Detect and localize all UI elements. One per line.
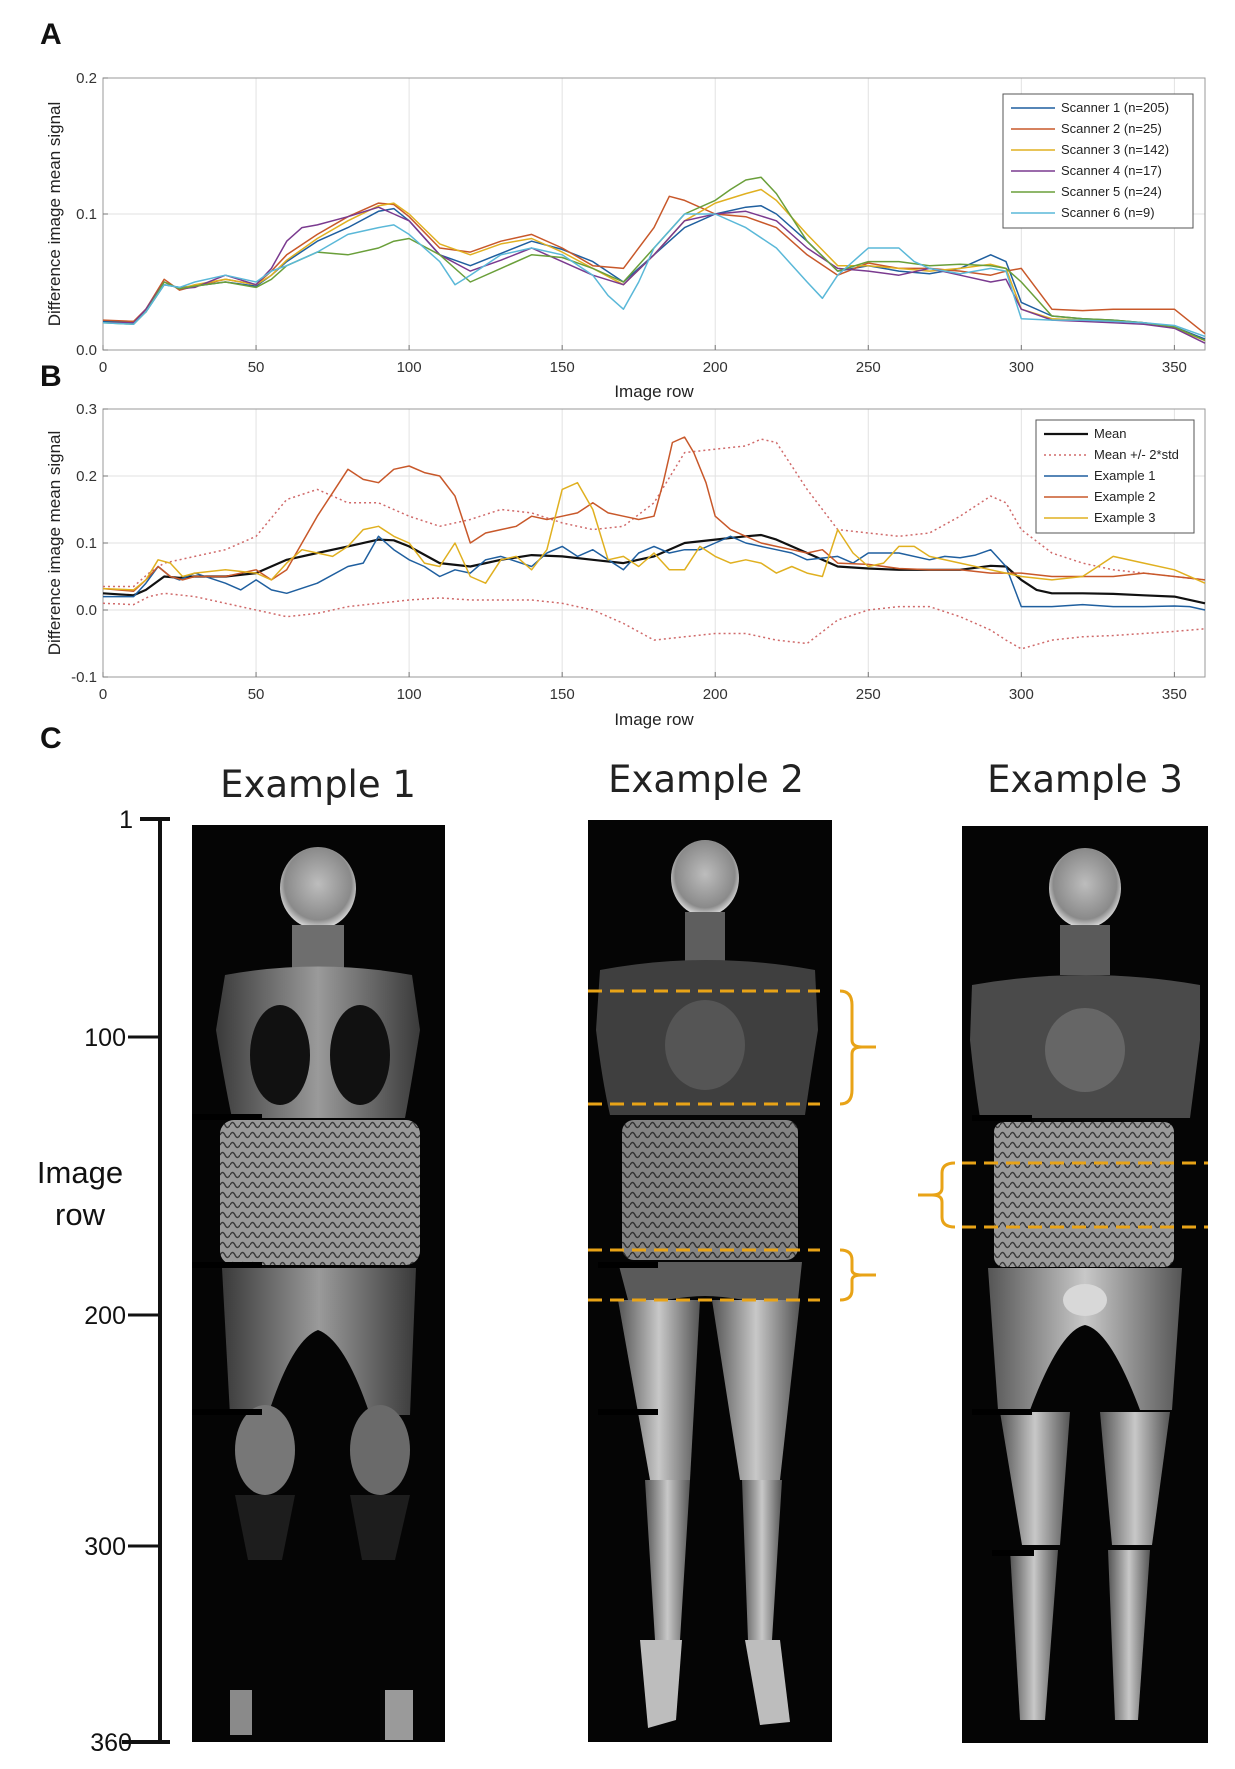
series-line-scanner-5-n-24 [102,176,1206,342]
chart-b-ylabel: Difference image mean signal [45,431,64,656]
example-2-title: Example 2 [608,758,804,801]
x-tick-label: 200 [703,359,728,376]
panel-b-letter: B [40,360,62,393]
scale-label-100: 100 [84,1024,126,1052]
x-tick-label: 350 [1162,359,1187,376]
y-tick-label: 0.1 [76,535,97,552]
chart-a-series [102,176,1206,344]
example-3-brace [918,1161,956,1229]
legend-entry: Mean [1094,426,1127,441]
chart-a-xlabel: Image row [614,382,694,401]
x-tick-label: 200 [703,686,728,703]
x-tick-label: 0 [99,359,107,376]
chart-b: 0 50 100 150 200 250 300 350 -0.1 0.0 0.1 0.2 0.3 Im… [45,401,1206,729]
mri-image-example-3 [962,826,1208,1743]
series-line-mean-2-std [103,438,1206,588]
legend-box [1002,93,1194,229]
image-row-scale: 1 100 200 300 360 Image row [37,806,170,1757]
x-tick-label: 150 [550,686,575,703]
panel-a-letter: A [40,18,62,51]
chart-a: 0 50 100 150 200 250 300 350 0.0 0.1 0.2 Image row… [45,70,1206,401]
series-line-lower-bound [102,592,1206,650]
example-1-title: Example 1 [220,763,416,806]
panel-c-letter: C [40,722,62,755]
legend-entry: Scanner 6 (n=9) [1061,205,1155,220]
example-2-brace-2 [839,1248,876,1302]
mri-image-example-2 [588,820,832,1742]
scale-title-line1: Image [37,1155,123,1190]
series-line-mean [102,533,1206,605]
example-3-title: Example 3 [987,758,1183,801]
x-tick-label: 100 [397,686,422,703]
legend-entry: Mean +/- 2*std [1094,447,1179,462]
x-tick-label: 300 [1009,359,1034,376]
series-line-example-2 [102,436,1206,592]
y-tick-label: 0.2 [76,70,97,87]
x-tick-label: 50 [248,686,265,703]
y-tick-label: 0.3 [76,401,97,418]
legend-entry: Scanner 5 (n=24) [1061,184,1162,199]
y-tick-label: 0.2 [76,468,97,485]
x-tick-label: 100 [397,359,422,376]
mri-image-example-1 [192,825,445,1742]
x-tick-label: 250 [856,686,881,703]
x-tick-label: 150 [550,359,575,376]
legend-entry: Example 3 [1094,510,1155,525]
chart-a-ylabel: Difference image mean signal [45,102,64,327]
x-tick-label: 50 [248,359,265,376]
chart-b-legend: Mean Mean +/- 2*std Example 1 Example 2 Exam… [1035,419,1195,534]
scale-label-1: 1 [119,806,133,834]
x-tick-label: 0 [99,686,107,703]
example-2-brace-1 [839,989,876,1106]
chart-a-legend: Scanner 1 (n=205) Scanner 2 (n=25) Scanner… [1002,93,1194,229]
series-line-example-3 [102,481,1206,591]
chart-a-ticks: 0 50 100 150 200 250 300 350 0.0 0.1 0.2 [76,70,1187,376]
legend-entry: Scanner 1 (n=205) [1061,100,1169,115]
scale-title-line2: row [55,1197,106,1232]
y-tick-label: 0.0 [76,602,97,619]
scale-label-300: 300 [84,1533,126,1561]
legend-entry: Scanner 3 (n=142) [1061,142,1169,157]
chart-b-series [102,436,1206,650]
legend-entry: Scanner 4 (n=17) [1061,163,1162,178]
y-tick-label: -0.1 [71,669,97,686]
scale-label-360: 360 [90,1729,132,1757]
y-tick-label: 0.0 [76,342,97,359]
artifact-annotations [588,989,1208,1302]
series-line-example-1 [103,535,1206,611]
series-line-scanner-6-n-9 [102,213,1206,338]
chart-b-xlabel: Image row [614,710,694,729]
y-tick-label: 0.1 [76,206,97,223]
x-tick-label: 300 [1009,686,1034,703]
x-tick-label: 350 [1162,686,1187,703]
legend-entry: Scanner 2 (n=25) [1061,121,1162,136]
chart-b-ticks: 0 50 100 150 200 250 300 350 -0.1 0.0 0.1 0.2 0.3 [71,401,1187,703]
legend-entry: Example 1 [1094,468,1155,483]
legend-entry: Example 2 [1094,489,1155,504]
x-tick-label: 250 [856,359,881,376]
scale-label-200: 200 [84,1302,126,1330]
